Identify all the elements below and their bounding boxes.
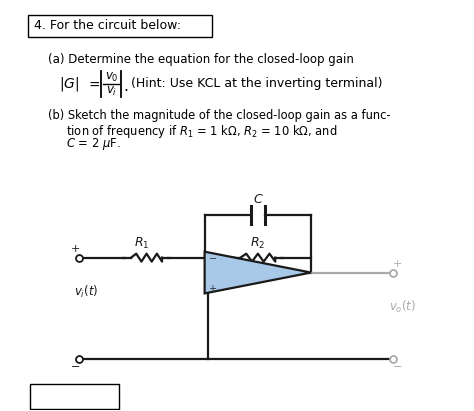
- Text: $v_i$: $v_i$: [106, 85, 118, 98]
- Text: +: +: [71, 244, 81, 254]
- Text: −: −: [71, 362, 81, 372]
- Text: $v_0$: $v_0$: [105, 71, 118, 84]
- Text: .: .: [123, 79, 128, 94]
- Text: $C$ = 2 $\mu$F.: $C$ = 2 $\mu$F.: [48, 136, 120, 152]
- Text: +: +: [392, 259, 402, 269]
- Text: $C$: $C$: [253, 192, 263, 206]
- Text: 4. For the circuit below:: 4. For the circuit below:: [34, 19, 181, 32]
- Bar: [30, 384, 119, 409]
- Text: $|G|$: $|G|$: [59, 75, 80, 93]
- Text: $v_o(t)$: $v_o(t)$: [389, 299, 416, 315]
- Text: (b) Sketch the magnitude of the closed-loop gain as a func-: (b) Sketch the magnitude of the closed-l…: [48, 109, 391, 122]
- FancyBboxPatch shape: [28, 15, 212, 37]
- Text: tion of frequency if $R_1$ = 1 k$\Omega$, $R_2$ = 10 k$\Omega$, and: tion of frequency if $R_1$ = 1 k$\Omega$…: [48, 122, 337, 140]
- Text: $R_2$: $R_2$: [250, 236, 265, 251]
- Text: (a) Determine the equation for the closed-loop gain: (a) Determine the equation for the close…: [48, 53, 354, 66]
- Text: $+$: $+$: [208, 283, 217, 294]
- Text: $-$: $-$: [208, 252, 217, 262]
- Text: (Hint: Use KCL at the inverting terminal): (Hint: Use KCL at the inverting terminal…: [131, 77, 383, 90]
- Text: −: −: [392, 362, 402, 372]
- Text: $=$: $=$: [86, 77, 100, 91]
- Text: $R_1$: $R_1$: [134, 236, 149, 251]
- Polygon shape: [205, 252, 311, 293]
- Text: $v_i(t)$: $v_i(t)$: [74, 284, 99, 300]
